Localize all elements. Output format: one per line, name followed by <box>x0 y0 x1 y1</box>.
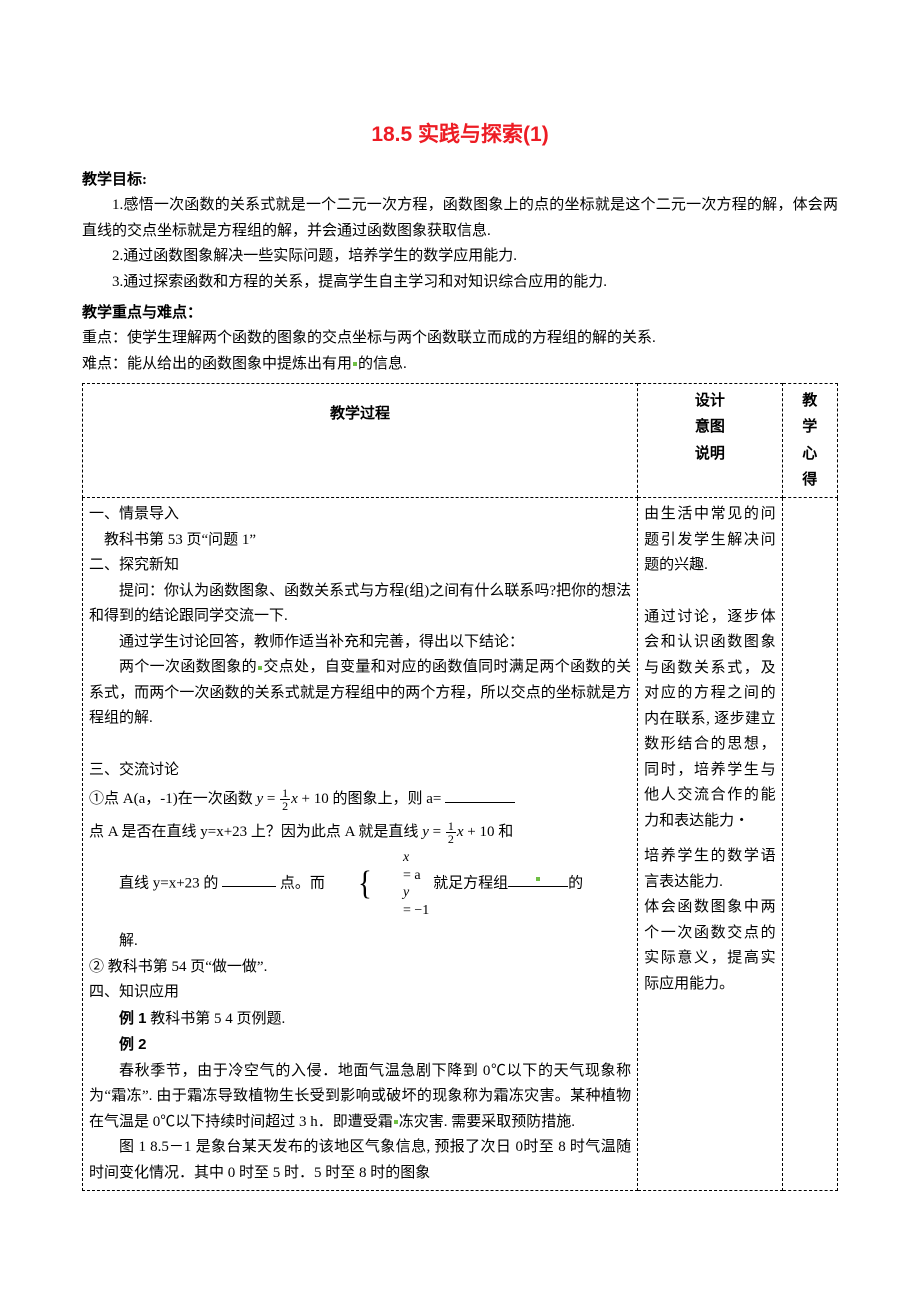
cell-notes <box>782 498 837 1191</box>
blank-a <box>445 787 515 803</box>
frac-den-1: 2 <box>280 800 290 812</box>
lesson-table: 教学过程 设计 意图 说明 教 学 心 得 一、情景导入 教科书第 <box>82 383 838 1191</box>
header-intent-2: 意图 <box>644 414 775 440</box>
s3-p2: ② 教科书第 54 页“做一做”. <box>89 955 631 981</box>
goal-2: 2.通过函数图象解决一些实际问题，培养学生的数学应用能力. <box>82 244 838 270</box>
s3-q3b: 点。而 <box>280 875 325 891</box>
blank-c <box>508 871 568 887</box>
s2-p3a: 两个一次函数图象的 <box>119 659 257 675</box>
header-intent-3: 说明 <box>644 441 775 467</box>
intent-p4: 体会函数图象中两个一次函数交点的实际意义，提高实际应用能力。 <box>644 895 775 997</box>
blank-b <box>222 871 276 887</box>
header-intent-1: 设计 <box>644 388 775 414</box>
s1-title: 一、情景导入 <box>89 502 631 528</box>
eq-top-rest: = a <box>373 867 429 885</box>
goal-3: 3.通过探索函数和方程的关系，提高学生自主学习和对知识综合应用的能力. <box>82 270 838 296</box>
s3-q1a: ①点 A(a，-1)在一次函数 <box>89 791 253 807</box>
s4-e1-label: 例 1 <box>119 1010 147 1027</box>
inline-dot-icon <box>258 666 262 670</box>
s3-title: 三、交流讨论 <box>89 758 631 784</box>
s3-q2b: 和 <box>498 824 513 840</box>
s2-p1: 提问：你认为函数图象、函数关系式与方程(组)之间有什么联系吗?把你的想法和得到的… <box>89 579 631 630</box>
cell-intent: 由生活中常见的问题引发学生解决问题的兴趣. 通过讨论，逐步体会和认识函数图象与函… <box>638 498 782 1191</box>
intent-p3: 培养学生的数学语言表达能力. <box>644 844 775 895</box>
cell-process: 一、情景导入 教科书第 53 页“问题 1” 二、探究新知 提问：你认为函数图象… <box>83 498 638 1191</box>
frac-eq-1: = <box>263 791 279 807</box>
frac-x-2: x <box>457 824 464 840</box>
s4-p1b: 冻灾害. 需要采取预防措施. <box>399 1114 575 1130</box>
goals-label-text: 教学目标 <box>82 172 142 188</box>
intent-p1: 由生活中常见的问题引发学生解决问题的兴趣. <box>644 502 775 579</box>
fraction-half-1: 12 <box>280 787 290 812</box>
s3-q1b: 的图象上，则 a= <box>333 791 442 807</box>
header-notes-3: 心 <box>789 441 831 467</box>
header-notes-1: 教 <box>789 388 831 414</box>
eq-top-var: x <box>373 849 429 867</box>
emphasis-label: 教学重点与难点： <box>82 301 838 322</box>
emphasis-diff-a: 难点：能从给出的函数图象中提炼出有用 <box>82 356 352 372</box>
emphasis-key: 重点：使学生理解两个函数的图象的交点坐标与两个函数联立而成的方程组的解的关系. <box>82 326 838 352</box>
s3-q3: 直线 y=x+23 的 点。而 { x = a y = −1 就足方程组 的 <box>89 849 631 919</box>
brace-icon: { <box>332 867 371 901</box>
emphasis-diff: 难点：能从给出的函数图象中提炼出有用的信息. <box>82 352 838 378</box>
frac-tail-2: + 10 <box>464 824 495 840</box>
s2-p3: 两个一次函数图象的交点处，自变量和对应的函数值同时满足两个函数的关系式，而两个一… <box>89 655 631 732</box>
s4-title: 四、知识应用 <box>89 980 631 1006</box>
s2-p2: 通过学生讨论回答，教师作适当补充和完善，得出以下结论： <box>89 630 631 656</box>
inline-dot-icon <box>394 1120 398 1124</box>
frac-eq-2: = <box>429 824 445 840</box>
s4-e2-label: 例 2 <box>119 1036 147 1053</box>
frac-tail-1: + 10 <box>298 791 329 807</box>
s3-q4: 解. <box>89 929 631 955</box>
s3-q3a: 直线 y=x+23 的 <box>119 875 218 891</box>
s3-q2: 点 A 是否在直线 y=x+23 上？因为此点 A 就是直线 y = 12x +… <box>89 816 631 849</box>
s3-q1: ①点 A(a，-1)在一次函数 y = 12x + 10 的图象上，则 a= <box>89 783 631 816</box>
emphasis-diff-b: 的信息. <box>358 356 407 372</box>
s3-q2a: 点 A 是否在直线 y=x+23 上？因为此点 A 就是直线 <box>89 824 418 840</box>
eq-bot-rest: = −1 <box>373 902 429 920</box>
intent-p2: 通过讨论，逐步体会和认识函数图象与函数关系式，及对应的方程之间的内在联系, 逐步… <box>644 605 775 835</box>
inline-dot-icon <box>353 362 357 366</box>
fraction-half-2: 12 <box>446 820 456 845</box>
s1-p1: 教科书第 53 页“问题 1” <box>89 528 631 554</box>
header-notes: 教 学 心 得 <box>782 384 837 498</box>
header-notes-2: 学 <box>789 414 831 440</box>
eq-top: x = a <box>373 849 429 884</box>
frac-x-1: x <box>291 791 298 807</box>
brace-eqs: x = a y = −1 <box>373 849 429 919</box>
eq-bot-var: y <box>373 884 429 902</box>
goal-1: 1.感悟一次函数的关系式就是一个二元一次方程，函数图象上的点的坐标就是这个二元一… <box>82 193 838 244</box>
header-process: 教学过程 <box>83 384 638 498</box>
page-title: 18.5 实践与探索(1) <box>82 118 838 148</box>
goals-label: 教学目标: <box>82 168 838 189</box>
eq-bot: y = −1 <box>373 884 429 919</box>
s3-q3d: 的 <box>568 875 583 891</box>
s4-e1-text: 教科书第 5 4 页例题. <box>150 1011 285 1027</box>
s4-e2: 例 2 <box>89 1032 631 1059</box>
s4-p1: 春秋季节，由于冷空气的入侵．地面气温急剧下降到 0℃以下的天气现象称为“霜冻”.… <box>89 1059 631 1136</box>
s2-title: 二、探究新知 <box>89 553 631 579</box>
s4-e1: 例 1 教科书第 5 4 页例题. <box>89 1006 631 1033</box>
s4-p2: 图 1 8.5－1 是象台某天发布的该地区气象信息, 预报了次日 0时至 8 时… <box>89 1135 631 1186</box>
header-notes-4: 得 <box>789 467 831 493</box>
header-intent: 设计 意图 说明 <box>638 384 782 498</box>
frac-den-2: 2 <box>446 833 456 845</box>
s3-q3c: 就足方程组 <box>433 875 508 891</box>
frac-y-2: y <box>422 824 429 840</box>
